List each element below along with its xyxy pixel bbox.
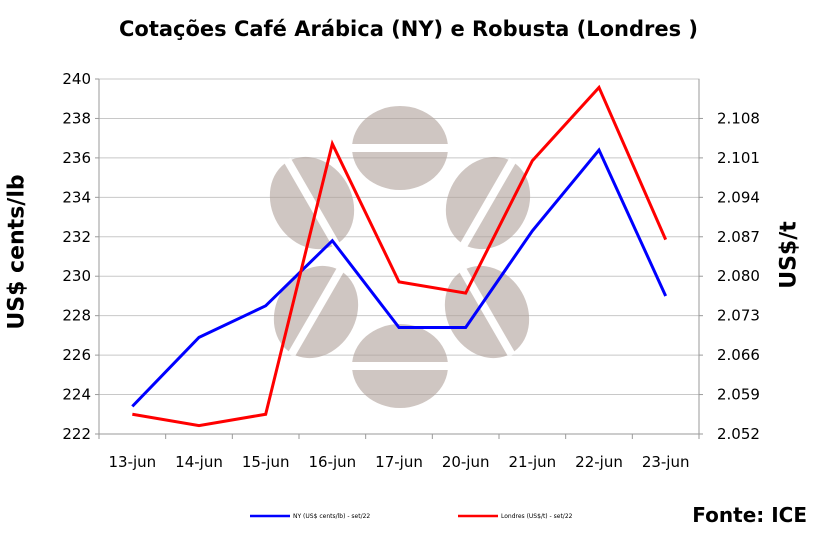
coffee-beans-watermark bbox=[269, 106, 531, 408]
left-tick-label: 228 bbox=[62, 307, 91, 325]
right-tick-label: 2.108 bbox=[717, 109, 760, 127]
right-tick-label: 2.094 bbox=[717, 188, 760, 206]
right-tick-label: 2.080 bbox=[717, 267, 760, 285]
coffee-bean-top bbox=[350, 106, 450, 190]
x-tick-label: 17-jun bbox=[375, 453, 423, 471]
chart-title: Cotações Café Arábica (NY) e Robusta (Lo… bbox=[118, 17, 699, 41]
left-tick-label: 232 bbox=[62, 228, 91, 246]
left-tick-label: 236 bbox=[62, 149, 91, 167]
x-tick-label: 20-jun bbox=[442, 453, 490, 471]
axes-layer: 222 224 226 228 230 232 234 236 238 240 2.052 2.059… bbox=[62, 70, 760, 520]
coffee-bean-upper-right bbox=[445, 156, 531, 250]
right-tick-label: 2.059 bbox=[717, 386, 760, 404]
left-tick-label: 226 bbox=[62, 346, 91, 364]
x-tick-label: 16-jun bbox=[308, 453, 356, 471]
left-tick-label: 240 bbox=[62, 70, 91, 88]
left-tick-label: 238 bbox=[62, 109, 91, 127]
source-note: Fonte: ICE bbox=[692, 503, 807, 527]
legend-label: Londres (US$/t) - set/22 bbox=[501, 513, 573, 520]
left-tick-label: 230 bbox=[62, 267, 91, 285]
x-tick-label: 22-jun bbox=[575, 453, 623, 471]
coffee-bean-bottom bbox=[350, 324, 450, 408]
x-tick-label: 15-jun bbox=[242, 453, 290, 471]
left-tick-label: 222 bbox=[62, 425, 91, 443]
coffee-bean-lower-left bbox=[273, 265, 359, 359]
legend-label: NY (US$ cents/lb) - set/22 bbox=[293, 513, 370, 520]
coffee-bean-lower-right bbox=[444, 265, 530, 359]
right-tick-label: 2.073 bbox=[717, 307, 760, 325]
legend: NY (US$ cents/lb) - set/22 Londres (US$/t… bbox=[250, 513, 573, 520]
left-tick-label: 234 bbox=[62, 188, 91, 206]
right-tick-label: 2.087 bbox=[717, 228, 760, 246]
coffee-bean-upper-left bbox=[269, 156, 355, 250]
x-tick-label: 21-jun bbox=[508, 453, 556, 471]
right-tick-label: 2.052 bbox=[717, 425, 760, 443]
left-tick-label: 224 bbox=[62, 386, 91, 404]
right-tick-label: 2.101 bbox=[717, 149, 760, 167]
x-tick-label: 13-jun bbox=[108, 453, 156, 471]
x-tick-label: 14-jun bbox=[175, 453, 223, 471]
x-tick-label: 23-jun bbox=[642, 453, 690, 471]
right-tick-label: 2.066 bbox=[717, 346, 760, 364]
